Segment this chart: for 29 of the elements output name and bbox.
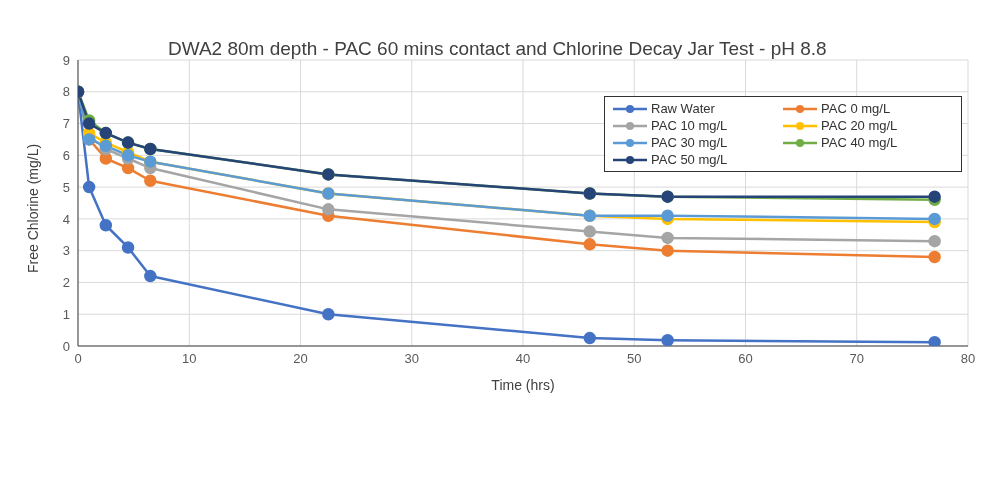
y-tick-label: 2 — [62, 275, 70, 291]
chart-title: DWA2 80m depth - PAC 60 mins contact and Chlorine Decay Jar Test - pH 8.8 — [168, 38, 827, 60]
x-tick-label: 30 — [404, 351, 419, 367]
legend-label: PAC 40 mg/L — [821, 135, 898, 150]
x-tick-label: 10 — [182, 351, 197, 367]
legend-label: PAC 20 mg/L — [821, 118, 898, 133]
legend-label: PAC 50 mg/L — [651, 152, 728, 167]
legend-label: PAC 0 mg/L — [821, 101, 891, 116]
y-tick-label: 9 — [62, 52, 70, 68]
y-tick-label: 8 — [62, 84, 70, 100]
x-tick-label: 70 — [849, 351, 864, 367]
y-tick-label: 7 — [62, 116, 70, 132]
legend-label: Raw Water — [651, 101, 715, 116]
legend-label: PAC 10 mg/L — [651, 118, 728, 133]
y-tick-label: 0 — [62, 338, 70, 354]
x-tick-label: 50 — [627, 351, 642, 367]
x-tick-label: 80 — [960, 351, 976, 367]
y-tick-label: 5 — [62, 179, 70, 195]
y-tick-label: 1 — [62, 306, 70, 322]
x-tick-label: 60 — [738, 351, 753, 367]
x-tick-label: 0 — [74, 351, 82, 367]
y-tick-label: 4 — [62, 211, 70, 227]
y-axis-title: Free Chlorine (mg/L) — [24, 143, 41, 273]
y-tick-label: 6 — [62, 147, 70, 163]
x-tick-label: 40 — [515, 351, 531, 367]
y-tick-label: 3 — [62, 243, 70, 259]
x-tick-label: 20 — [293, 351, 308, 367]
legend-label: PAC 30 mg/L — [651, 135, 728, 150]
x-axis-title: Time (hrs) — [491, 377, 555, 393]
